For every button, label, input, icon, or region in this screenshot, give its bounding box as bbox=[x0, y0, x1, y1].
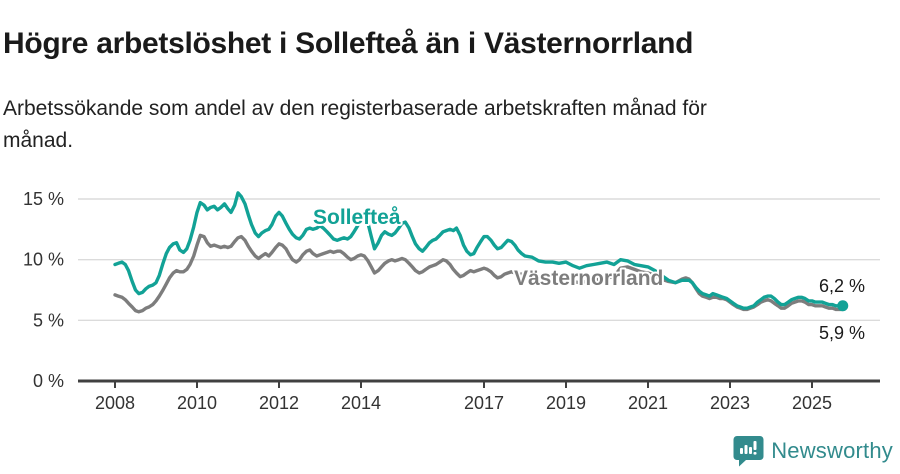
series-end-dot-solleftea bbox=[837, 300, 849, 312]
page-title: Högre arbetslöshet i Sollefteå än i Väst… bbox=[3, 27, 694, 61]
mini-bar-chart-glyph bbox=[740, 441, 757, 455]
chart-subtitle: Arbetssökande som andel av den registerb… bbox=[3, 97, 707, 152]
x-axis-label-2012: 2012 bbox=[259, 393, 299, 413]
x-axis-label-2023: 2023 bbox=[710, 393, 750, 413]
y-axis-label-0: 0 % bbox=[33, 371, 64, 391]
brand-wordmark: Newsworthy bbox=[771, 438, 893, 463]
series-label-västernorrland: Västernorrland bbox=[514, 267, 663, 290]
newsworthy-brand[interactable]: Newsworthy bbox=[733, 435, 893, 467]
end-value-label-vasternorrland: 5,9 % bbox=[819, 323, 865, 343]
x-axis-label-2010: 2010 bbox=[177, 393, 217, 413]
speech-bubble-shape bbox=[733, 436, 764, 467]
end-value-label-solleftea: 6,2 % bbox=[819, 276, 865, 296]
x-axis-label-2017: 2017 bbox=[464, 393, 504, 413]
series-label-sollefteå: Sollefteå bbox=[313, 206, 401, 229]
y-axis-label-5: 5 % bbox=[33, 310, 64, 330]
series-line-sollefteå bbox=[113, 191, 845, 310]
x-axis-label-2008: 2008 bbox=[95, 393, 135, 413]
x-axis-label-2021: 2021 bbox=[628, 393, 668, 413]
x-axis-label-2019: 2019 bbox=[546, 393, 586, 413]
x-axis-label-2025: 2025 bbox=[792, 393, 832, 413]
y-axis-label-15: 15 % bbox=[23, 189, 64, 209]
y-axis-label-10: 10 % bbox=[23, 250, 64, 270]
x-axis-label-2014: 2014 bbox=[341, 393, 381, 413]
newsworthy-logo-icon bbox=[733, 436, 764, 467]
